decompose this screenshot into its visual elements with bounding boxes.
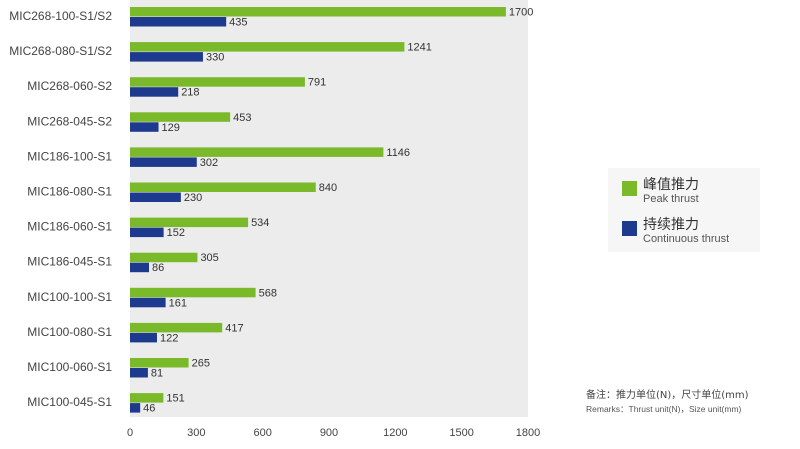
data-label-continuous: 122 xyxy=(160,332,178,344)
x-tick-label: 900 xyxy=(320,427,338,439)
bar-continuous-thrust xyxy=(130,403,141,413)
data-label-peak: 265 xyxy=(192,358,210,370)
data-label-continuous: 46 xyxy=(143,403,155,415)
data-label-continuous: 230 xyxy=(184,192,202,204)
category-label: MIC100-045-S1 xyxy=(27,395,112,409)
bar-peak-thrust xyxy=(130,112,231,122)
x-tick-label: 600 xyxy=(253,427,271,439)
data-label-peak: 151 xyxy=(166,393,184,405)
category-label: MIC268-045-S2 xyxy=(27,114,112,128)
bar-continuous-thrust xyxy=(130,227,164,238)
data-label-continuous: 129 xyxy=(162,122,180,134)
bar-continuous-thrust xyxy=(130,297,166,308)
legend-item-continuous-thrust: 持续推力 Continuous thrust xyxy=(622,218,729,245)
bar-peak-thrust xyxy=(130,42,405,52)
remarks-en: Remarks：Thrust unit(N)，Size unit(mm) xyxy=(586,404,742,414)
data-label-continuous: 152 xyxy=(167,227,185,239)
category-label: MIC100-060-S1 xyxy=(27,360,112,374)
category-label: MIC268-080-S1/S2 xyxy=(9,44,112,58)
bar-peak-thrust xyxy=(130,322,223,333)
x-tick-label: 300 xyxy=(187,427,205,439)
data-label-peak: 1700 xyxy=(509,7,533,19)
data-label-peak: 534 xyxy=(251,217,269,229)
category-label: MIC186-100-S1 xyxy=(27,149,112,163)
chart-legend: 峰值推力 Peak thrust 持续推力 Continuous thrust xyxy=(608,168,760,252)
bar-peak-thrust xyxy=(130,7,506,17)
category-label: MIC100-100-S1 xyxy=(27,290,112,304)
remarks-note: 备注：推力单位(N)，尺寸单位(mm) Remarks：Thrust unit(… xyxy=(586,386,749,415)
data-label-peak: 1241 xyxy=(407,42,431,54)
bar-peak-thrust xyxy=(130,358,189,368)
bar-peak-thrust xyxy=(130,77,305,87)
plot-area xyxy=(130,0,528,417)
category-label: MIC186-045-S1 xyxy=(27,255,112,269)
legend-item-peak-thrust: 峰值推力 Peak thrust xyxy=(622,178,699,205)
category-label: MIC186-080-S1 xyxy=(27,185,112,199)
data-label-peak: 568 xyxy=(259,287,277,299)
bar-peak-thrust xyxy=(130,147,384,157)
remarks-zh: 备注：推力单位(N)，尺寸单位(mm) xyxy=(586,390,749,401)
legend-swatch-peak xyxy=(622,181,637,196)
data-label-peak: 305 xyxy=(200,252,218,264)
legend-swatch-continuous xyxy=(622,221,637,236)
bar-continuous-thrust xyxy=(130,17,227,27)
data-label-peak: 1146 xyxy=(386,147,410,159)
data-label-continuous: 330 xyxy=(206,52,224,64)
bar-continuous-thrust xyxy=(130,157,197,167)
data-label-peak: 417 xyxy=(225,322,243,334)
category-label: MIC268-060-S2 xyxy=(27,79,112,93)
bar-continuous-thrust xyxy=(130,192,181,202)
category-label: MIC268-100-S1/S2 xyxy=(9,9,112,23)
bar-continuous-thrust xyxy=(130,87,179,97)
bar-peak-thrust xyxy=(130,217,249,228)
x-tick-label: 1200 xyxy=(383,427,407,439)
data-label-continuous: 218 xyxy=(181,87,199,99)
legend-label-zh: 持续推力 xyxy=(643,217,699,233)
data-label-continuous: 161 xyxy=(169,297,187,309)
category-label: MIC186-060-S1 xyxy=(27,220,112,234)
data-label-peak: 791 xyxy=(308,77,326,89)
bar-peak-thrust xyxy=(130,252,198,263)
x-tick-label: 0 xyxy=(127,427,133,439)
bar-peak-thrust xyxy=(130,182,316,192)
bar-peak-thrust xyxy=(130,393,164,403)
data-label-peak: 453 xyxy=(233,112,251,124)
legend-label-en: Continuous thrust xyxy=(643,233,730,245)
data-label-continuous: 435 xyxy=(229,17,247,29)
data-label-continuous: 302 xyxy=(200,157,218,169)
bar-continuous-thrust xyxy=(130,52,203,62)
x-tick-label: 1800 xyxy=(516,427,540,439)
data-label-continuous: 86 xyxy=(152,262,164,274)
data-label-continuous: 81 xyxy=(151,368,163,380)
bar-continuous-thrust xyxy=(130,262,150,273)
bar-peak-thrust xyxy=(130,287,256,298)
bar-continuous-thrust xyxy=(130,122,159,132)
bar-continuous-thrust xyxy=(130,368,148,378)
bar-continuous-thrust xyxy=(130,332,157,343)
category-label: MIC100-080-S1 xyxy=(27,325,112,339)
legend-label-zh: 峰值推力 xyxy=(643,177,699,193)
data-label-peak: 840 xyxy=(319,182,337,194)
legend-label-en: Peak thrust xyxy=(643,193,699,205)
x-tick-label: 1500 xyxy=(449,427,473,439)
